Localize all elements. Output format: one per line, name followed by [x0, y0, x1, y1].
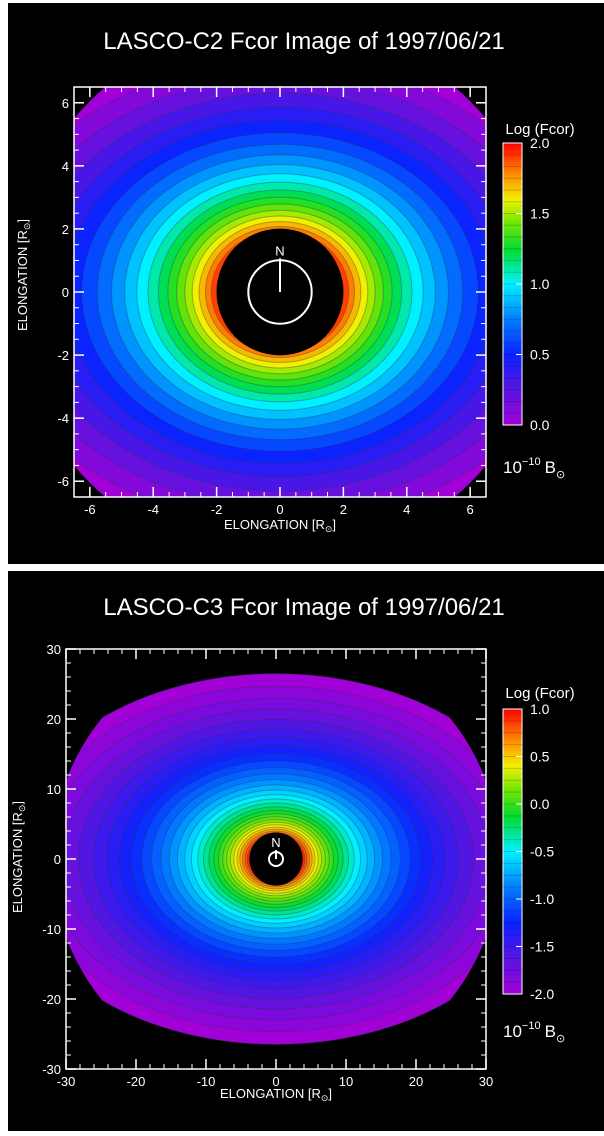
x-tick-label: -6: [84, 502, 96, 517]
y-tick-label: -30: [42, 1062, 61, 1077]
colorbar-tick-label: 0.0: [530, 417, 550, 433]
heatmap-image: N: [74, 87, 486, 497]
x-axis-label: ELONGATION [R⊙]: [224, 517, 336, 534]
colorbar-tick-label: 1.0: [530, 701, 550, 717]
y-tick-label: -2: [57, 348, 69, 363]
y-tick-label: 2: [62, 222, 69, 237]
chart-title: LASCO-C3 Fcor Image of 1997/06/21: [103, 594, 505, 621]
x-tick-label: 30: [479, 1074, 493, 1089]
colorbar-tick-label: 1.0: [530, 276, 550, 292]
colorbar-tick-label: 1.5: [530, 206, 550, 222]
colorbar: 2.0 1.5 1.0 0.5 0.0: [502, 135, 550, 433]
y-tick-label: -6: [57, 474, 69, 489]
x-tick-label: -2: [211, 502, 223, 517]
x-tick-label: 0: [272, 1074, 279, 1089]
y-tick-label: 4: [62, 159, 69, 174]
colorbar-tick-label: 0.0: [530, 796, 550, 812]
north-label: N: [271, 835, 280, 850]
colorbar-tick-label: -0.5: [530, 844, 554, 860]
y-tick-label: 0: [54, 852, 61, 867]
y-tick-label: -20: [42, 992, 61, 1007]
x-tick-label: 0: [276, 502, 283, 517]
y-tick-label: -10: [42, 922, 61, 937]
y-tick-label: 30: [47, 642, 61, 657]
x-tick-label: -10: [197, 1074, 216, 1089]
heatmap-image: N: [66, 649, 486, 1069]
north-label: N: [275, 243, 284, 258]
colorbar-label: Log (Fcor): [505, 121, 574, 138]
colorbar-tick-label: -2.0: [530, 986, 554, 1002]
x-tick-label: 6: [467, 502, 474, 517]
x-tick-label: 10: [339, 1074, 353, 1089]
chart-title: LASCO-C2 Fcor Image of 1997/06/21: [103, 28, 505, 55]
lasco-c2-chart: LASCO-C2 Fcor Image of 1997/06/21 N -6 -4…: [15, 28, 575, 534]
lasco-c3-panel: LASCO-C3 Fcor Image of 1997/06/21 N -30-…: [8, 571, 604, 1131]
plot-axes: -30 -20 -10 0 10 20 30 30 20 10 0 -10 -20 -30: [42, 642, 493, 1089]
colorbar-tick-label: 0.5: [530, 749, 550, 765]
y-axis-label: ELONGATION [R⊙]: [10, 801, 27, 913]
colorbar-label: Log (Fcor): [505, 685, 574, 702]
colorbar: 1.0 0.5 0.0 -0.5 -1.0 -1.5 -2.0: [502, 701, 554, 1002]
y-axis-label: ELONGATION [R⊙]: [15, 219, 32, 331]
colorbar-tick-label: -1.0: [530, 891, 554, 907]
y-tick-label: 10: [47, 782, 61, 797]
x-tick-label: -20: [127, 1074, 146, 1089]
x-tick-label: 20: [409, 1074, 423, 1089]
x-tick-label: -30: [57, 1074, 76, 1089]
x-axis-label: ELONGATION [R⊙]: [220, 1086, 332, 1103]
x-tick-label: -4: [147, 502, 159, 517]
x-tick-label: 2: [340, 502, 347, 517]
colorbar-tick-label: 2.0: [530, 135, 550, 151]
plot-axes: -6 -4 -2 0 2 4 6 6 4 2 0 -2 -4 -6: [57, 86, 487, 517]
x-tick-label: 4: [403, 502, 410, 517]
colorbar-units: 10−10 B⊙: [503, 1020, 565, 1045]
y-tick-label: 0: [62, 285, 69, 300]
y-tick-label: -4: [57, 411, 69, 426]
y-tick-label: 20: [47, 712, 61, 727]
lasco-c2-panel: LASCO-C2 Fcor Image of 1997/06/21 N -6 -4…: [8, 3, 604, 564]
y-tick-label: 6: [62, 96, 69, 111]
lasco-c3-chart: LASCO-C3 Fcor Image of 1997/06/21 N -30-…: [10, 594, 575, 1103]
colorbar-tick-label: 0.5: [530, 347, 550, 363]
colorbar-units: 10−10 B⊙: [503, 456, 565, 481]
colorbar-tick-label: -1.5: [530, 939, 554, 955]
